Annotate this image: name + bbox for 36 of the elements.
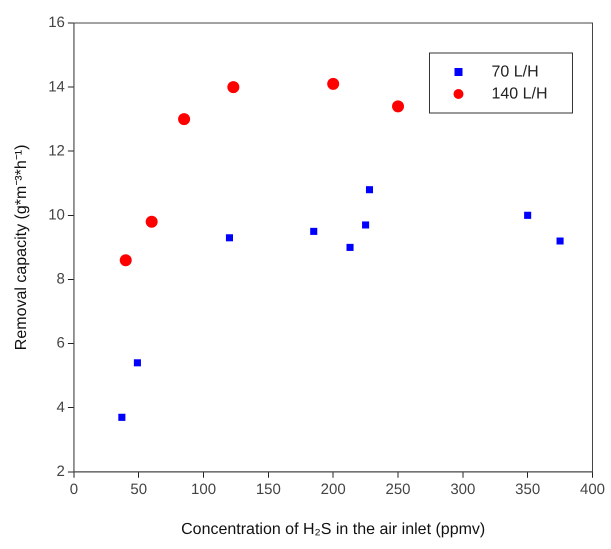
point: [366, 186, 374, 194]
point: [178, 113, 190, 126]
point: [327, 78, 340, 90]
y-axis-title: Removal capacity (g*m⁻³*h⁻¹): [13, 144, 30, 350]
point: [310, 228, 318, 235]
point: [134, 359, 141, 366]
point: [146, 216, 158, 228]
x-tick-label: 300: [450, 480, 476, 498]
point: [524, 212, 532, 219]
x-tick-label: 400: [580, 480, 605, 498]
point: [227, 81, 240, 94]
y-tick-label: 4: [56, 398, 65, 416]
x-tick-label: 0: [70, 480, 78, 498]
x-tick-label: 100: [191, 480, 216, 498]
y-tick-label: 10: [48, 206, 65, 224]
y-tick-label: 2: [56, 462, 65, 480]
x-axis-title: Concentration of H₂S in the air inlet (ppmv): [181, 520, 486, 538]
y-tick-label: 12: [48, 142, 65, 160]
x-tick-label: 200: [320, 480, 346, 498]
x-tick-label: 350: [515, 480, 540, 498]
y-tick-label: 8: [56, 270, 65, 288]
y-tick-label: 6: [56, 334, 65, 352]
y-tick-label: 16: [48, 14, 65, 32]
point: [556, 237, 564, 245]
x-tick-label: 150: [256, 480, 281, 498]
legend-label: 70 L/H: [491, 63, 539, 80]
point: [362, 221, 370, 228]
point: [118, 414, 126, 421]
point: [392, 100, 404, 112]
legend-label: 140 L/H: [491, 85, 548, 102]
y-tick-label: 14: [48, 78, 65, 96]
point: [346, 244, 354, 251]
point: [226, 234, 233, 242]
x-tick-label: 250: [385, 480, 411, 498]
point: [120, 254, 132, 266]
x-tick-label: 50: [130, 480, 148, 498]
